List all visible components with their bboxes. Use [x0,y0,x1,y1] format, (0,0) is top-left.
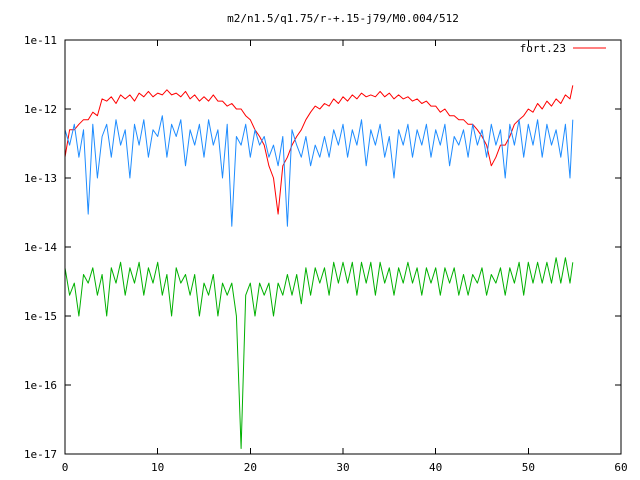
x-tick-label: 40 [429,461,442,474]
x-tick-label: 0 [62,461,69,474]
x-tick-label: 50 [522,461,535,474]
series-line-0 [64,85,574,215]
x-tick-label: 10 [151,461,164,474]
series-line-2 [64,257,574,449]
y-tick-label: 1e-14 [24,241,57,254]
legend-label: fort.23 [520,42,566,55]
x-tick-label: 30 [336,461,349,474]
y-tick-label: 1e-17 [24,448,57,461]
x-tick-label: 20 [244,461,257,474]
chart-title: m2/n1.5/q1.75/r-+.15-j79/M0.004/512 [227,12,459,25]
series-line-1 [64,115,574,227]
y-tick-label: 1e-13 [24,172,57,185]
y-tick-label: 1e-16 [24,379,57,392]
y-tick-label: 1e-12 [24,103,57,116]
y-axis: 1e-17 1e-16 1e-15 1e-14 1e-13 1e-12 1e-11 [24,34,621,461]
legend: fort.23 [520,42,606,55]
plot-frame [64,39,622,455]
x-axis: 0 10 20 30 40 50 60 [62,40,628,474]
plot-area [64,85,574,449]
y-tick-label: 1e-11 [24,34,57,47]
x-tick-label: 60 [614,461,627,474]
y-tick-label: 1e-15 [24,310,57,323]
